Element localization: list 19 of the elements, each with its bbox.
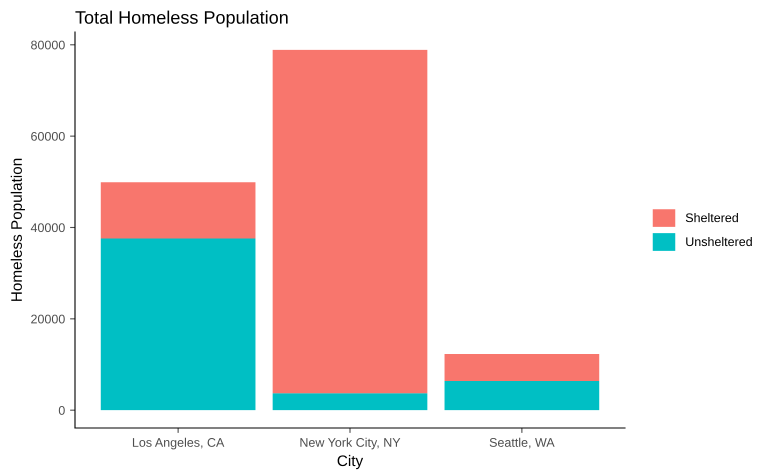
y-tick-label: 40000 — [30, 223, 65, 232]
x-axis-title: City — [338, 454, 364, 470]
bar — [272, 50, 428, 394]
x-tick-label: Seattle, WA — [490, 438, 555, 448]
y-axis-title: Homeless Population — [10, 158, 25, 301]
x-tick-label: New York City, NY — [300, 438, 400, 450]
bar — [444, 354, 600, 381]
y-tick-label: 80000 — [31, 40, 65, 50]
y-tick-label: 20000 — [31, 314, 65, 324]
bar — [100, 238, 256, 410]
bar — [444, 380, 600, 410]
y-tick-label: 0 — [58, 406, 65, 415]
chart-title: Total Homeless Population — [75, 10, 288, 28]
legend-label: Unsheltered — [686, 236, 752, 246]
bar — [100, 182, 256, 238]
y-tick-label: 60000 — [31, 132, 65, 141]
bar — [272, 393, 428, 410]
legend-label: Sheltered — [686, 213, 738, 222]
x-tick-label: Los Angeles, CA — [132, 438, 224, 450]
